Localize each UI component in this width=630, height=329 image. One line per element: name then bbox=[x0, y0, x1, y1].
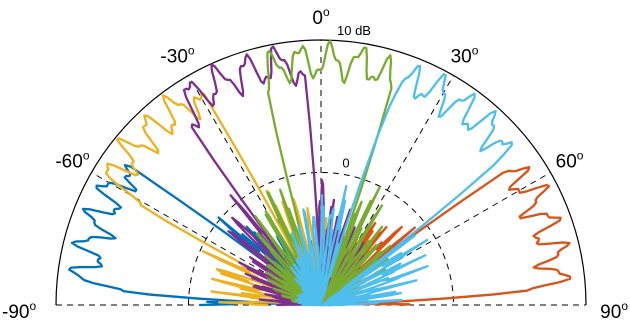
angle-tick-label: 90o bbox=[600, 299, 628, 323]
angle-tick-label: -60o bbox=[55, 149, 89, 173]
angle-tick-degree: o bbox=[29, 299, 36, 313]
angle-tick-degree: o bbox=[621, 299, 628, 313]
angle-tick-number: 30 bbox=[451, 46, 472, 67]
angle-tick-number: -90 bbox=[2, 302, 29, 323]
angle-tick-number: 90 bbox=[600, 302, 621, 323]
angle-tick-number: 60 bbox=[556, 152, 577, 173]
angle-tick-label: 60o bbox=[556, 149, 584, 173]
angle-tick-degree: o bbox=[472, 43, 479, 57]
r-grid-arc bbox=[188, 172, 454, 306]
r-tick-label: 0 bbox=[342, 156, 349, 171]
pattern-curves bbox=[68, 39, 572, 307]
angle-tick-degree: o bbox=[83, 149, 90, 163]
angle-tick-number: -60 bbox=[55, 152, 82, 173]
r-tick-label: 10 dB bbox=[337, 23, 371, 38]
angle-tick-degree: o bbox=[577, 149, 584, 163]
series-line-6 bbox=[289, 64, 513, 307]
angle-tick-degree: o bbox=[323, 5, 330, 19]
angle-tick-label: 0o bbox=[312, 5, 330, 29]
angle-tick-number: 0 bbox=[312, 8, 323, 29]
angle-tick-label: -30o bbox=[160, 43, 194, 67]
angle-tick-label: -90o bbox=[2, 299, 36, 323]
angle-tick-label: 30o bbox=[451, 43, 479, 67]
angle-tick-degree: o bbox=[188, 43, 195, 57]
angle-tick-number: -30 bbox=[160, 46, 187, 67]
